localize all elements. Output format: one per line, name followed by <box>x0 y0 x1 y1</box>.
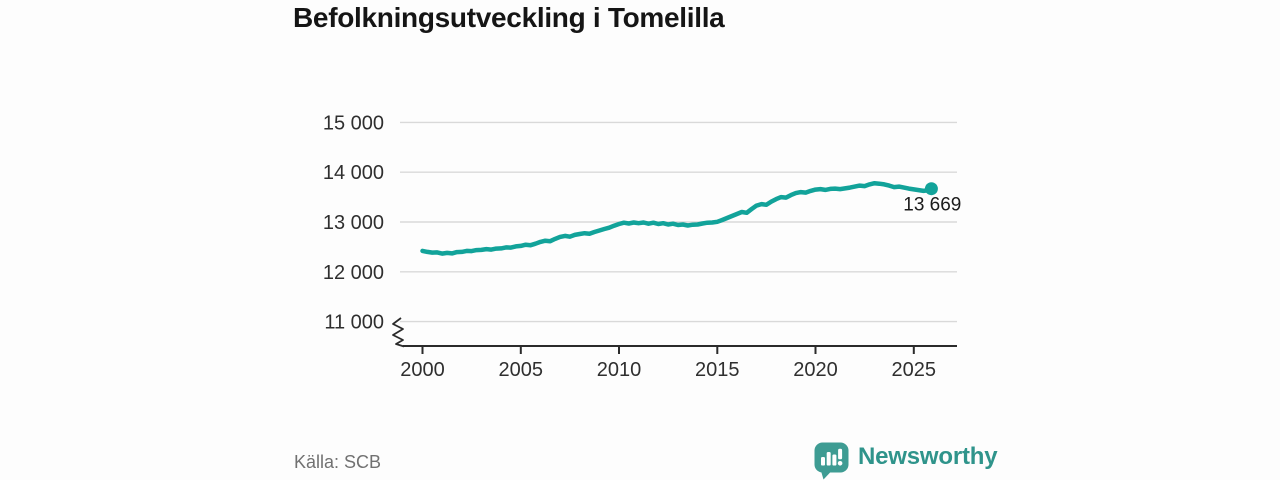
svg-text:14 000: 14 000 <box>323 162 384 184</box>
svg-text:2000: 2000 <box>400 359 445 381</box>
chart-title: Befolkningsutveckling i Tomelilla <box>293 2 725 33</box>
bar-medium <box>832 454 837 466</box>
svg-text:2005: 2005 <box>499 359 544 381</box>
svg-text:2010: 2010 <box>597 359 642 381</box>
exclamation-bar <box>838 448 843 460</box>
newsworthy-speech-bubble-bar-chart-icon <box>814 442 849 480</box>
svg-text:12 000: 12 000 <box>323 262 384 284</box>
source-label: Källa: SCB <box>294 452 382 472</box>
bar-tall <box>826 452 831 466</box>
svg-text:2025: 2025 <box>892 359 937 381</box>
svg-text:13 000: 13 000 <box>323 212 384 234</box>
newsworthy-logo: Newsworthy <box>814 442 998 480</box>
svg-text:2015: 2015 <box>695 359 740 381</box>
svg-text:13 669: 13 669 <box>903 195 961 216</box>
bar-short <box>821 457 825 466</box>
exclamation-dot <box>837 461 843 466</box>
svg-text:2020: 2020 <box>793 359 838 381</box>
svg-text:15 000: 15 000 <box>323 112 384 134</box>
newsworthy-wordmark: Newsworthy <box>858 443 998 470</box>
svg-text:11 000: 11 000 <box>324 312 384 334</box>
